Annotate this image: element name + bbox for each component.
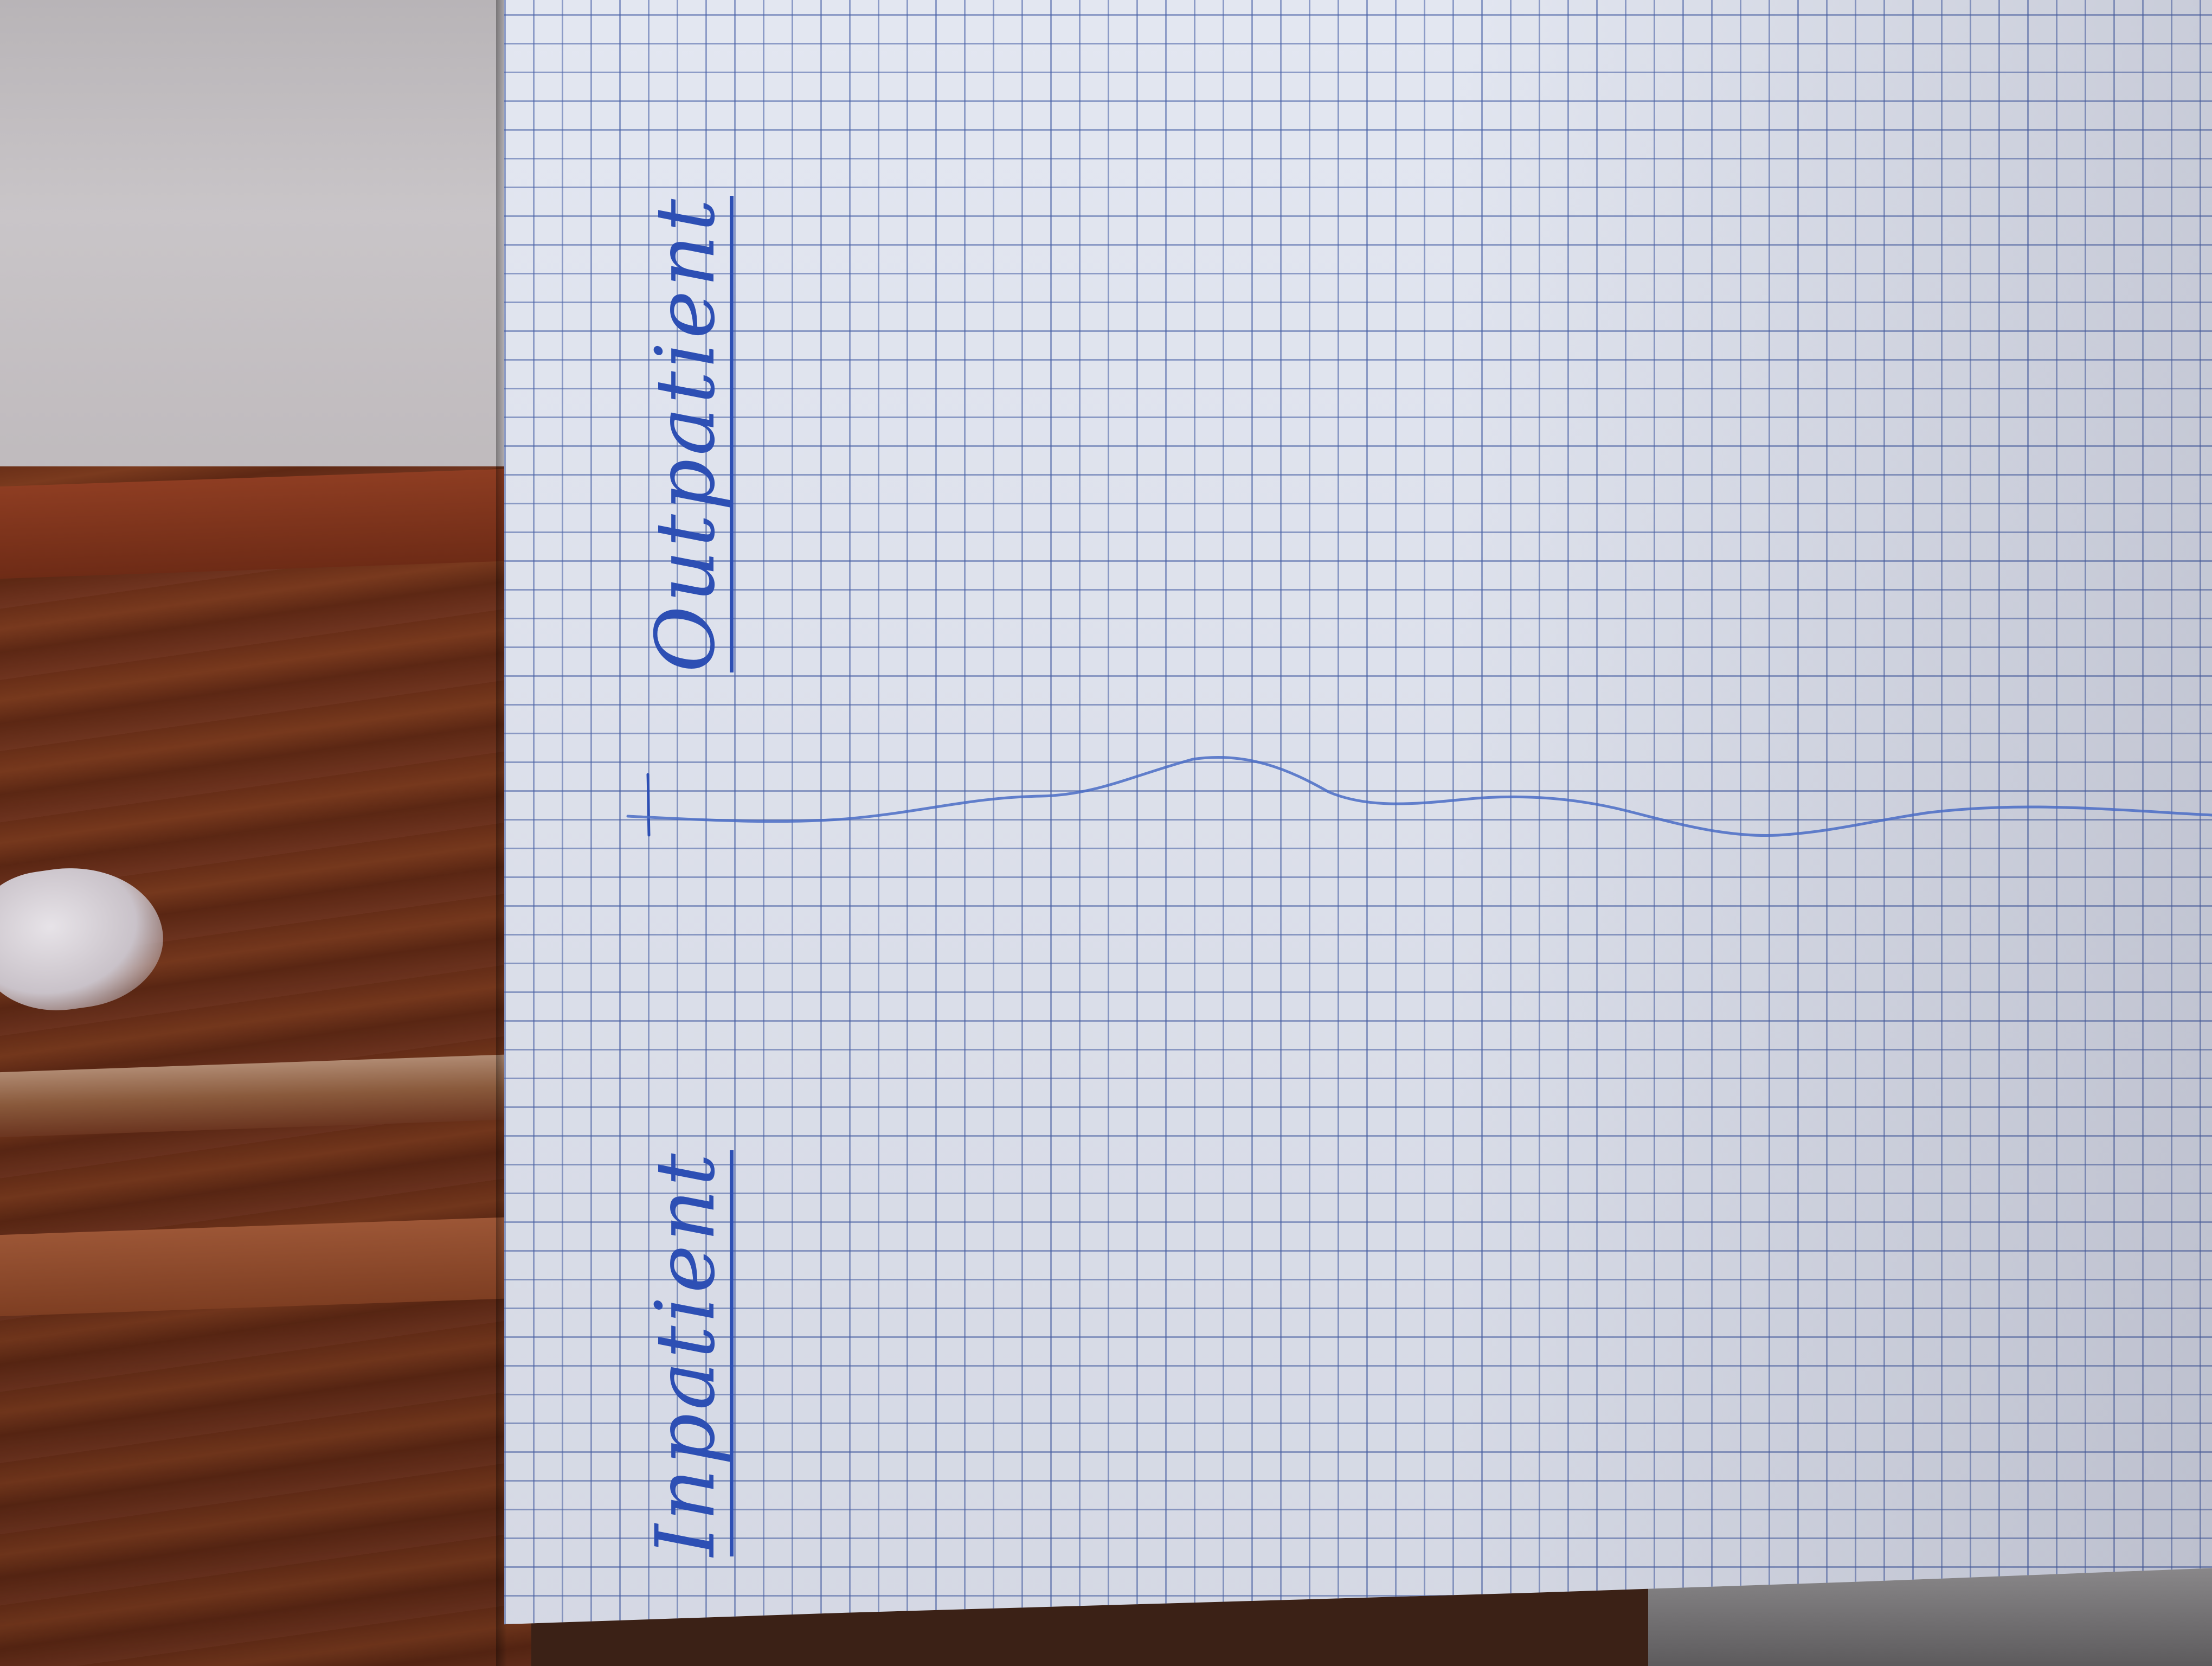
- background-wall: [0, 0, 520, 477]
- outpatient-label: Outpatient: [639, 195, 734, 672]
- inpatient-label: Inpatient: [639, 1150, 734, 1556]
- line-start-tick: [646, 773, 651, 837]
- wavy-pen-line: [626, 755, 2212, 837]
